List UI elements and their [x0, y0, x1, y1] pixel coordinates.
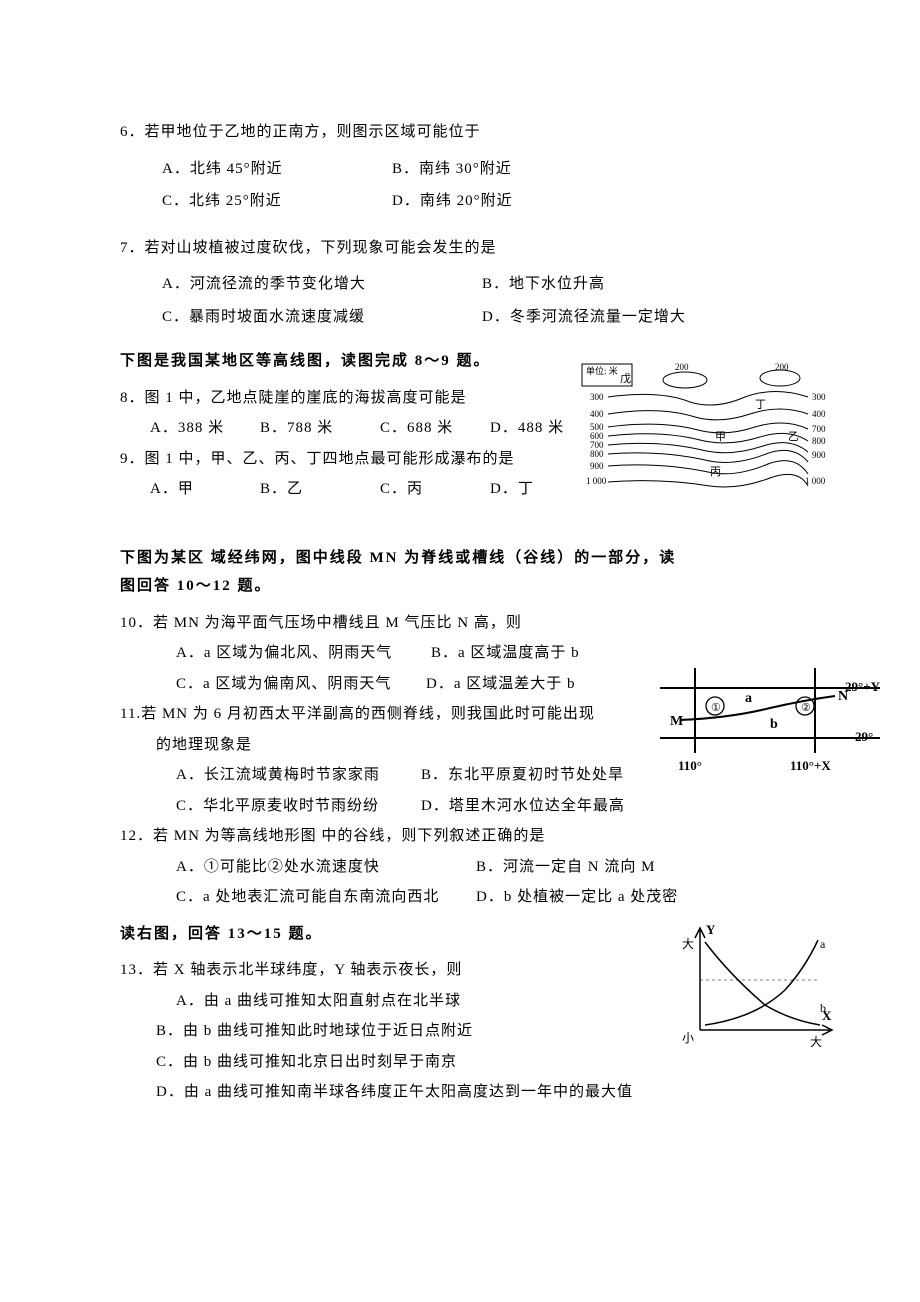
fig1-r-900: 900	[812, 450, 826, 460]
fig3-Y: Y	[706, 922, 716, 937]
q6-opt-c: C．北纬 25°附近	[162, 187, 392, 216]
q6-opt-b: B．南纬 30°附近	[392, 155, 512, 184]
q12-opt-d: D．b 处植被一定比 a 处茂密	[476, 883, 678, 912]
fig1-t-200a: 200	[675, 362, 689, 372]
q10-stem: 10．若 MN 为海平面气压场中槽线且 M 气压比 N 高，则	[120, 609, 810, 638]
q7-stem: 7．若对山坡植被过度砍伐，下列现象可能会发生的是	[120, 234, 810, 263]
q10-opt-d: D．a 区域温差大于 b	[426, 670, 576, 699]
fig2-y2: 29°+Y	[845, 679, 880, 694]
fig2-c1: ①	[711, 702, 721, 714]
q6-opt-a: A．北纬 45°附近	[162, 155, 392, 184]
fig2-y1: 29°	[855, 729, 873, 744]
q11-opt-d: D．塔里木河水位达全年最高	[421, 792, 625, 821]
q9-opt-c: C．丙	[380, 475, 490, 504]
fig1-r-400: 400	[812, 409, 826, 419]
fig1-unit: 单位: 米	[586, 365, 618, 376]
q11-opt-a: A．长江流域黄梅时节家家雨	[176, 761, 421, 790]
q11-opt-c: C．华北平原麦收时节雨纷纷	[176, 792, 421, 821]
q11-options-row2: C．华北平原麦收时节雨纷纷 D．塔里木河水位达全年最高	[120, 792, 810, 821]
q7-opt-a: A．河流径流的季节变化增大	[162, 270, 482, 299]
fig2-x1: 110°	[678, 758, 702, 773]
q6-opt-d: D．南纬 20°附近	[392, 187, 513, 216]
q10-opt-b: B．a 区域温度高于 b	[431, 639, 580, 668]
figure-latlon-grid: M N a b ① ② 29°+Y 29° 110° 110°+X	[660, 658, 880, 788]
q9-opt-a: A．甲	[150, 475, 260, 504]
q8-opt-d: D．488 米	[490, 414, 564, 443]
fig1-l-800: 800	[590, 449, 604, 459]
q9-opt-d: D．丁	[490, 475, 534, 504]
q9-opt-b: B．乙	[260, 475, 380, 504]
q7-options-row1: A．河流径流的季节变化增大 B．地下水位升高	[120, 270, 810, 299]
q8-opt-b: B．788 米	[260, 414, 380, 443]
exam-page: 6．若甲地位于乙地的正南方，则图示区域可能位于 A．北纬 45°附近 B．南纬 …	[0, 0, 920, 1169]
fig1-marker-jia: 甲	[715, 431, 726, 443]
fig2-x2: 110°+X	[790, 758, 831, 773]
fig2-c2: ②	[801, 702, 811, 714]
fig1-marker-yi: 乙	[788, 430, 799, 443]
fig1-l-300: 300	[590, 392, 604, 402]
fig1-r-700: 700	[812, 424, 826, 434]
fig2-M: M	[670, 714, 683, 729]
intro-10-12: 下图为某区 域经纬网，图中线段 MN 为脊线或槽线（谷线）的一部分，读图回答 1…	[120, 544, 680, 601]
fig1-r-800: 800	[812, 436, 826, 446]
fig2-b: b	[770, 717, 778, 732]
q8-opt-a: A．388 米	[150, 414, 260, 443]
q11-opt-b: B．东北平原夏初时节处处旱	[421, 761, 624, 790]
q13-opt-d: D．由 a 曲线可推知南半球各纬度正午太阳高度达到一年中的最大值	[120, 1078, 810, 1107]
fig3-big: 大	[682, 937, 694, 951]
fig1-marker-ding: 丁	[755, 399, 766, 411]
q12-opt-c: C．a 处地表汇流可能自东南流向西北	[176, 883, 476, 912]
q6-options-row2: C．北纬 25°附近 D．南纬 20°附近	[120, 187, 810, 216]
figure-contour-map: 单位: 米 300 400 500 600 700 800 900 1 000 …	[580, 362, 835, 497]
q12-options-row1: A．①可能比②处水流速度快 B．河流一定自 N 流向 M	[120, 853, 810, 882]
fig3-big2: 大	[810, 1035, 822, 1049]
fig3-a: a	[820, 937, 826, 951]
q7-opt-b: B．地下水位升高	[482, 270, 605, 299]
q6-stem: 6．若甲地位于乙地的正南方，则图示区域可能位于	[120, 118, 810, 147]
q12-opt-a: A．①可能比②处水流速度快	[176, 853, 476, 882]
fig2-a: a	[745, 691, 752, 706]
figure-xy-curves: Y X a b 大 小 大	[670, 920, 840, 1055]
fig3-b: b	[820, 1001, 826, 1015]
fig1-r-300: 300	[812, 392, 826, 402]
fig1-marker-wu: 戊	[620, 372, 631, 385]
q7-opt-c: C．暴雨时坡面水流速度减缓	[162, 303, 482, 332]
fig3-small: 小	[682, 1031, 694, 1045]
fig1-l-1000: 1 000	[586, 476, 607, 486]
fig1-r-1000: 1 000	[805, 476, 826, 486]
q6-options-row1: A．北纬 45°附近 B．南纬 30°附近	[120, 155, 810, 184]
q10-opt-c: C．a 区域为偏南风、阴雨天气	[176, 670, 426, 699]
q8-opt-c: C．688 米	[380, 414, 490, 443]
fig1-l-900: 900	[590, 461, 604, 471]
q12-options-row2: C．a 处地表汇流可能自东南流向西北 D．b 处植被一定比 a 处茂密	[120, 883, 810, 912]
q12-opt-b: B．河流一定自 N 流向 M	[476, 853, 655, 882]
q7-opt-d: D．冬季河流径流量一定增大	[482, 303, 686, 332]
q7-options-row2: C．暴雨时坡面水流速度减缓 D．冬季河流径流量一定增大	[120, 303, 810, 332]
q10-opt-a: A．a 区域为偏北风、阴雨天气	[176, 639, 431, 668]
fig1-l-400: 400	[590, 409, 604, 419]
q12-stem: 12．若 MN 为等高线地形图 中的谷线，则下列叙述正确的是	[120, 822, 810, 851]
fig1-marker-bing: 丙	[710, 466, 721, 478]
